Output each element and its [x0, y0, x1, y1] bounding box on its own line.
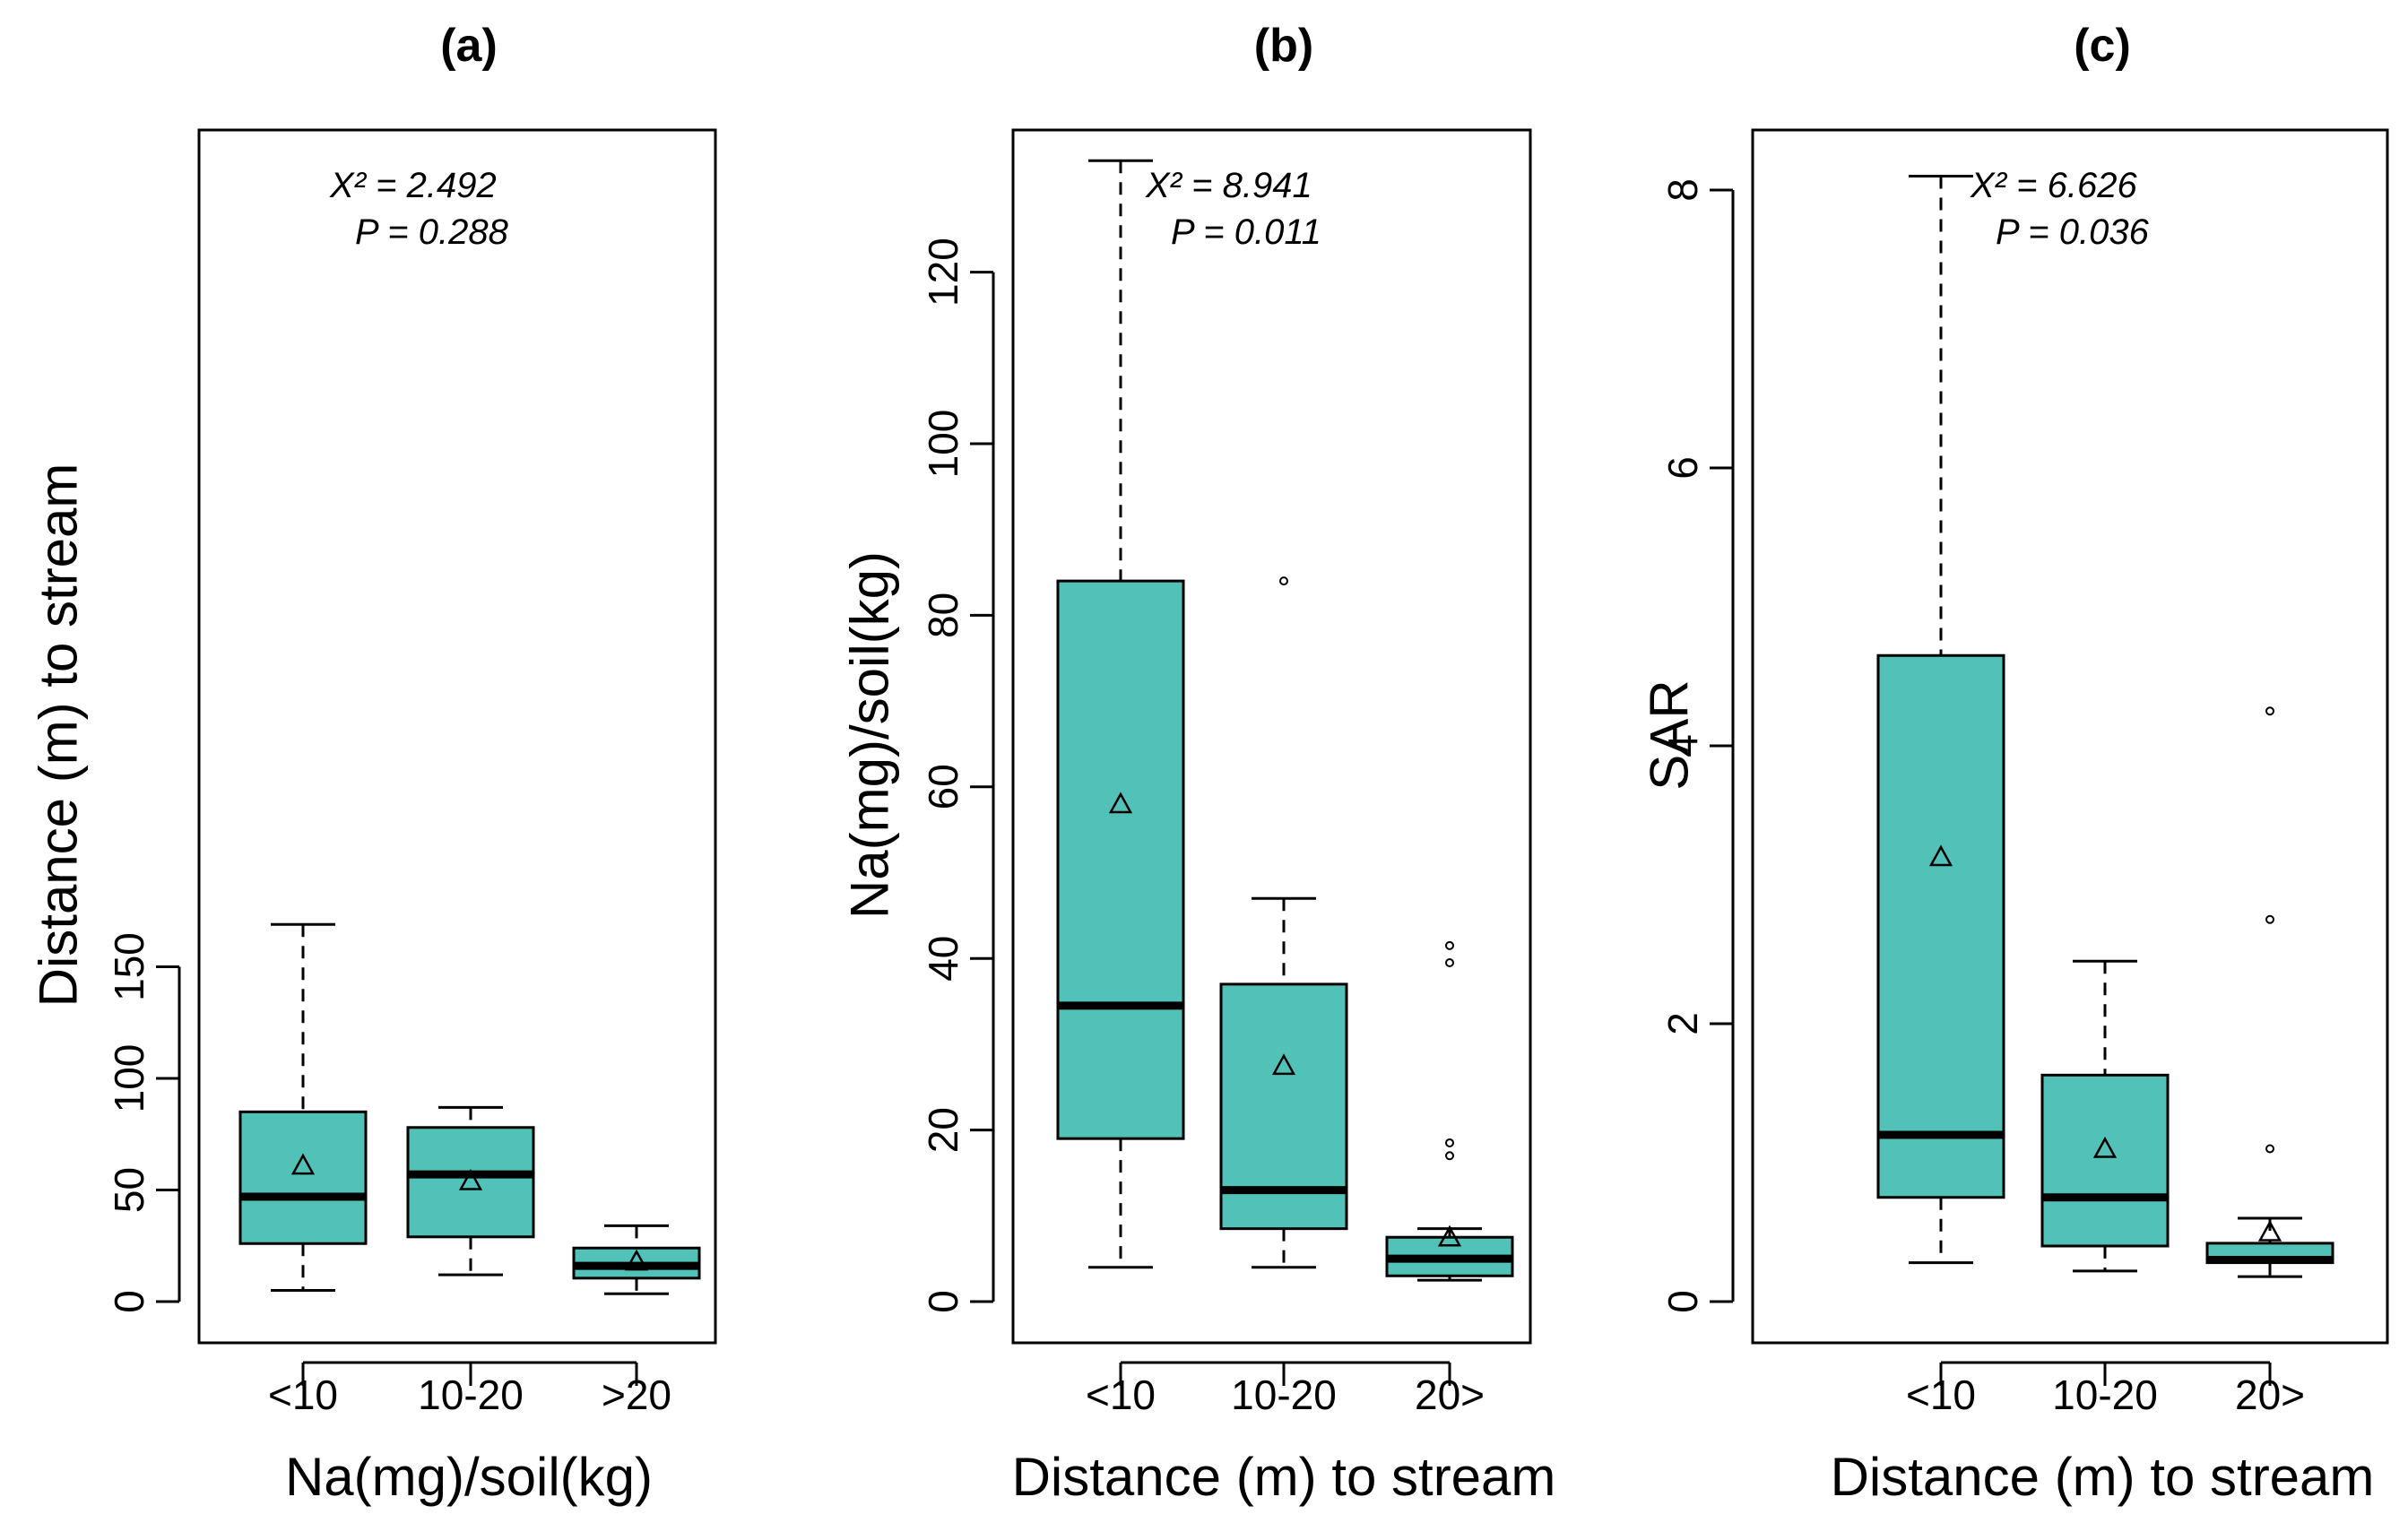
panel-0-box-2-mean-marker — [624, 1249, 649, 1271]
panel-2-box-2-outlier-2 — [2265, 706, 2274, 716]
panel-1-x-tick-label-0: <10 — [1086, 1372, 1156, 1418]
panel-0-y-tick-label-3: 150 — [106, 932, 152, 1001]
panel-0-y-axis-label: Distance (m) to stream — [29, 463, 89, 1008]
panel-1-box-2-outlier-3 — [1445, 940, 1454, 950]
panel-2-p-value-stat: P = 0.036 — [1996, 212, 2150, 252]
panel-0-box-1-body — [406, 1126, 535, 1239]
panel-2-y-tick-label-2: 4 — [1659, 734, 1706, 757]
panel-2-y-tick-label-3: 6 — [1659, 456, 1706, 480]
panel-1-box-2-outlier-0 — [1445, 1151, 1454, 1161]
panel-1-box-0-body — [1056, 579, 1185, 1140]
panel-2-box-0-body — [1876, 653, 2005, 1199]
panel-1-box-1-outlier-0 — [1279, 576, 1288, 586]
panel-2-box-2-outlier-0 — [2265, 1144, 2274, 1154]
panel-1-box-2-outlier-2 — [1445, 957, 1454, 967]
panel-2-box-0-mean-marker — [1928, 844, 1953, 867]
panel-1-y-tick-label-2: 40 — [920, 936, 966, 982]
panel-2-box-2-mean-marker — [2257, 1219, 2282, 1242]
panel-2-x-tick-label-2: 20> — [2235, 1372, 2305, 1418]
panel-1-y-axis-label: Na(mg)/soil(kg) — [840, 551, 900, 919]
panel-2-x-tick-label-0: <10 — [1906, 1372, 1976, 1418]
panel-0-title: (a) — [440, 20, 498, 72]
panel-0-box-0-mean-marker — [290, 1153, 316, 1175]
panel-1-y-tick-label-1: 20 — [920, 1107, 966, 1153]
panel-2-y-tick-label-0: 0 — [1659, 1290, 1706, 1313]
panel-1-x-tick-label-1: 10-20 — [1231, 1372, 1337, 1418]
panel-2-y-tick-label-4: 8 — [1659, 178, 1706, 202]
panel-2-box-2-outlier-1 — [2265, 914, 2274, 924]
panel-0-y-tick-label-2: 100 — [106, 1044, 152, 1113]
panel-1-chi-square-stat: X² = 8.941 — [1145, 166, 1312, 205]
panel-1-x-axis-label: Distance (m) to stream — [1012, 1447, 1556, 1507]
panel-1-title: (b) — [1254, 20, 1313, 72]
panel-2-y-tick-label-1: 2 — [1659, 1012, 1706, 1035]
panel-0-x-tick-label-0: <10 — [268, 1372, 338, 1418]
panel-1-box-2-outlier-1 — [1445, 1138, 1454, 1147]
panel-2-x-axis-label: Distance (m) to stream — [1831, 1447, 2375, 1507]
panel-1-p-value-stat: P = 0.011 — [1171, 212, 1321, 252]
panel-1-y-tick-label-5: 100 — [920, 410, 966, 479]
panel-2-box-1-body — [2040, 1073, 2170, 1248]
panel-1-box-0-mean-marker — [1108, 792, 1133, 814]
panel-2-x-tick-label-1: 10-20 — [2052, 1372, 2158, 1418]
panel-2-chi-square-stat: X² = 6.626 — [1970, 166, 2137, 205]
panel-0-x-tick-label-1: 10-20 — [418, 1372, 524, 1418]
panel-0-chi-square-stat: X² = 2.492 — [329, 166, 497, 205]
panel-0-box-1-mean-marker — [458, 1168, 483, 1190]
panel-2-box-1-mean-marker — [2092, 1136, 2118, 1158]
panel-0-box-0-body — [238, 1110, 368, 1245]
panel-0-x-tick-label-2: >20 — [602, 1372, 671, 1418]
panel-0-p-value-stat: P = 0.288 — [355, 212, 509, 252]
panel-0-y-tick-label-0: 0 — [106, 1290, 152, 1313]
panel-0-y-tick-label-1: 50 — [106, 1167, 152, 1213]
panel-2-y-axis-label: SAR — [1640, 679, 1700, 790]
panel-1-y-tick-label-3: 60 — [920, 764, 966, 809]
panel-1-x-tick-label-2: 20> — [1415, 1372, 1485, 1418]
panel-1-y-tick-label-6: 120 — [920, 238, 966, 307]
panel-1-box-1-mean-marker — [1271, 1053, 1296, 1076]
panel-1-y-tick-label-4: 80 — [920, 593, 966, 638]
panel-2-frame — [1751, 128, 2389, 1345]
panel-1-box-2-mean-marker — [1437, 1224, 1462, 1247]
panel-0-x-axis-label: Na(mg)/soil(kg) — [285, 1447, 653, 1507]
panel-0-frame — [197, 128, 717, 1345]
panel-2-title: (c) — [2074, 20, 2131, 72]
panel-1-y-tick-label-0: 0 — [920, 1290, 966, 1313]
panel-1-frame — [1011, 128, 1532, 1345]
